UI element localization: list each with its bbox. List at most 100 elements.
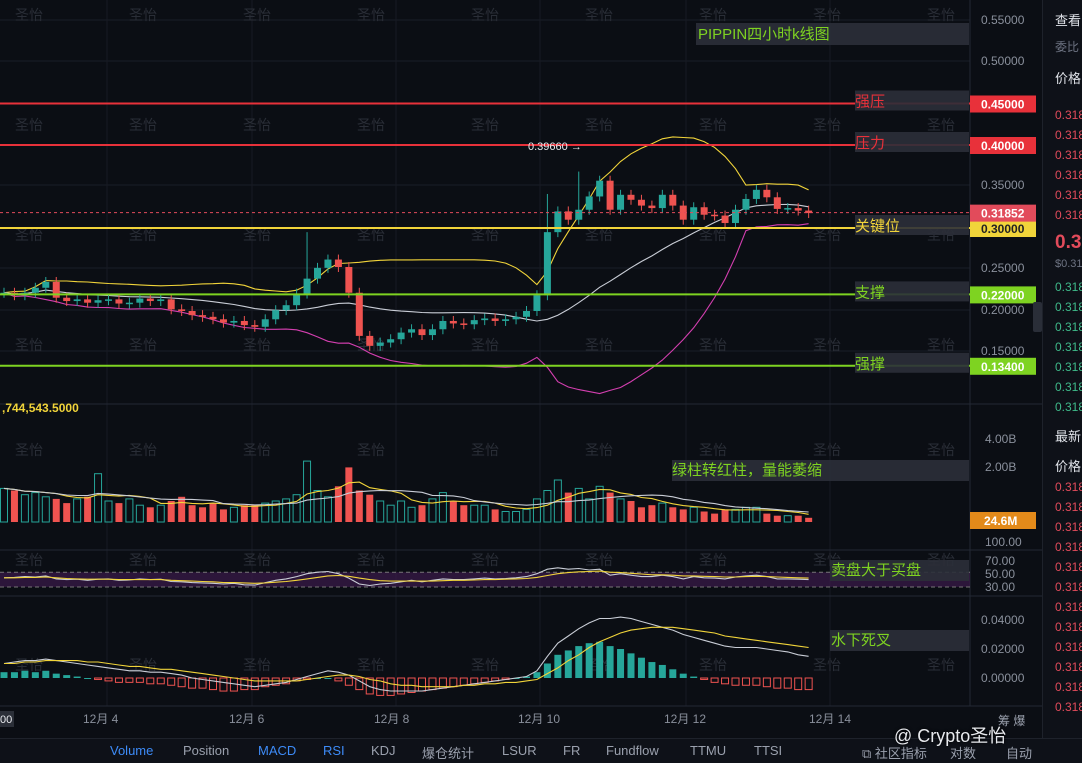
bid-row-5[interactable]: 0.318 bbox=[1055, 380, 1082, 394]
candle-body-73 bbox=[763, 189, 771, 198]
indicator-tab-position[interactable]: Position bbox=[183, 743, 230, 758]
candle-body-40 bbox=[418, 329, 426, 336]
macd-hist-bar-32 bbox=[334, 677, 343, 682]
candle-body-5 bbox=[52, 281, 60, 298]
watermark-24: 圣怡 bbox=[699, 227, 727, 243]
candle-body-66 bbox=[690, 207, 698, 220]
ask-row-1[interactable]: 0.318 bbox=[1055, 128, 1082, 142]
ask-row-2[interactable]: 0.318 bbox=[1055, 148, 1082, 162]
indicator-tab-rsi[interactable]: RSI bbox=[323, 743, 345, 758]
bid-row-4[interactable]: 0.318 bbox=[1055, 360, 1082, 374]
price-axis-tick-1: 0.50000 bbox=[981, 54, 1025, 68]
watermark-1: 圣怡 bbox=[129, 7, 157, 23]
bid-row-6[interactable]: 0.318 bbox=[1055, 400, 1082, 414]
ask-row-4[interactable]: 0.318 bbox=[1055, 188, 1082, 202]
volume-bar-6 bbox=[63, 503, 71, 522]
bid-row-1[interactable]: 0.318 bbox=[1055, 300, 1082, 314]
bid-row-0[interactable]: 0.318 bbox=[1055, 280, 1082, 294]
order-book-header[interactable]: 查看 bbox=[1055, 13, 1082, 28]
trade-row-11[interactable]: 0.318 bbox=[1055, 700, 1082, 714]
volume-bar-20 bbox=[209, 503, 217, 522]
watermark-61: 圣怡 bbox=[813, 657, 841, 673]
candle-body-39 bbox=[408, 329, 416, 333]
rsi-axis-tick-1: 70.00 bbox=[985, 554, 1015, 568]
volume-bar-1 bbox=[10, 490, 18, 522]
rsi-axis-tick-0: 100.00 bbox=[985, 535, 1022, 549]
volume-bar-27 bbox=[282, 498, 291, 523]
indicator-tab-macd[interactable]: MACD bbox=[258, 743, 297, 758]
trade-row-10[interactable]: 0.318 bbox=[1055, 680, 1082, 694]
volume-bar-37 bbox=[386, 504, 395, 523]
macd-annotation-bg bbox=[830, 630, 969, 651]
time-axis-tick-1: 12月 6 bbox=[229, 712, 265, 726]
indicator-tab-kdj[interactable]: KDJ bbox=[371, 743, 396, 758]
level-price-badge-2 bbox=[970, 220, 1036, 237]
indicator-tab-lsur[interactable]: LSUR bbox=[502, 743, 537, 758]
macd-hist-bar-11 bbox=[114, 677, 123, 683]
volume-bar-41 bbox=[428, 498, 437, 523]
watermark-22: 圣怡 bbox=[471, 227, 499, 243]
volume-bar-14 bbox=[146, 507, 154, 522]
indicator-tab-爆仓统计[interactable]: 爆仓统计 bbox=[422, 746, 475, 761]
trade-row-1[interactable]: 0.318 bbox=[1055, 500, 1082, 514]
volume-bar-77 bbox=[805, 517, 813, 522]
volume-bar-17 bbox=[178, 496, 186, 522]
community-indicator-button[interactable]: ⧉ 社区指标 bbox=[862, 746, 927, 761]
trade-row-3[interactable]: 0.318 bbox=[1055, 540, 1082, 554]
macd-hist-bar-8 bbox=[84, 678, 92, 679]
indicator-tab-fr[interactable]: FR bbox=[563, 743, 581, 758]
trade-row-9[interactable]: 0.318 bbox=[1055, 660, 1082, 674]
bid-row-3[interactable]: 0.318 bbox=[1055, 340, 1082, 354]
macd-hist-bar-12 bbox=[125, 677, 134, 683]
chart-type-toggle[interactable]: 筹 爆 bbox=[998, 714, 1026, 728]
volume-bar-3 bbox=[31, 492, 40, 523]
macd-axis-tick-2: 0.00000 bbox=[981, 671, 1025, 685]
indicator-tab-fundflow[interactable]: Fundflow bbox=[606, 743, 659, 758]
latest-trades-header[interactable]: 最新 bbox=[1055, 429, 1082, 444]
candle-body-72 bbox=[752, 189, 760, 199]
auto-scale-button[interactable]: 自动 bbox=[1006, 746, 1033, 761]
volume-bar-63 bbox=[658, 502, 667, 523]
trade-row-2[interactable]: 0.318 bbox=[1055, 520, 1082, 534]
macd-hist-bar-67 bbox=[700, 677, 709, 680]
last-price-big: 0.3 bbox=[1055, 232, 1082, 253]
trade-row-7[interactable]: 0.318 bbox=[1055, 620, 1082, 634]
time-axis-tick-2: 12月 8 bbox=[374, 712, 410, 726]
candle-body-29 bbox=[303, 278, 311, 294]
indicator-tab-ttmu[interactable]: TTMU bbox=[690, 743, 727, 758]
candle-body-48 bbox=[502, 319, 510, 321]
indicator-tab-ttsi[interactable]: TTSI bbox=[754, 743, 783, 758]
level-label-bg-0 bbox=[855, 90, 969, 111]
candle-body-50 bbox=[523, 311, 530, 317]
trade-row-0[interactable]: 0.318 bbox=[1055, 480, 1082, 494]
community-icon: ⧉ bbox=[862, 746, 875, 761]
indicator-tab-volume[interactable]: Volume bbox=[110, 743, 154, 758]
trade-price-header: 价格 bbox=[1055, 459, 1082, 474]
ask-row-0[interactable]: 0.318 bbox=[1055, 108, 1082, 122]
candle-body-62 bbox=[648, 205, 656, 209]
macd-hist-bar-56 bbox=[585, 643, 593, 678]
volume-bar-35 bbox=[366, 494, 374, 522]
panel-resize-handle[interactable] bbox=[1033, 302, 1042, 332]
trade-row-4[interactable]: 0.318 bbox=[1055, 560, 1082, 574]
candle-body-13 bbox=[136, 298, 144, 303]
watermark-58: 圣怡 bbox=[471, 657, 499, 673]
last-price-text: 0.31852 bbox=[981, 207, 1025, 221]
macd-hist-bar-20 bbox=[209, 677, 217, 691]
ask-row-3[interactable]: 0.318 bbox=[1055, 168, 1082, 182]
trade-row-8[interactable]: 0.318 bbox=[1055, 640, 1082, 654]
log-scale-button[interactable]: 对数 bbox=[950, 746, 977, 761]
trade-row-6[interactable]: 0.318 bbox=[1055, 600, 1082, 614]
watermark-18: 圣怡 bbox=[15, 227, 43, 243]
candle-body-18 bbox=[188, 311, 196, 316]
candle-body-61 bbox=[637, 199, 645, 206]
watermark-56: 圣怡 bbox=[243, 657, 271, 673]
trade-row-5[interactable]: 0.318 bbox=[1055, 580, 1082, 594]
time-axis-tick-0: 12月 4 bbox=[83, 712, 119, 726]
candle-body-67 bbox=[700, 207, 708, 215]
volume-ma-yellow bbox=[3, 481, 809, 515]
volume-last-text: 24.6M bbox=[984, 514, 1017, 528]
ask-row-5[interactable]: 0.318 bbox=[1055, 208, 1082, 222]
bid-row-2[interactable]: 0.318 bbox=[1055, 320, 1082, 334]
